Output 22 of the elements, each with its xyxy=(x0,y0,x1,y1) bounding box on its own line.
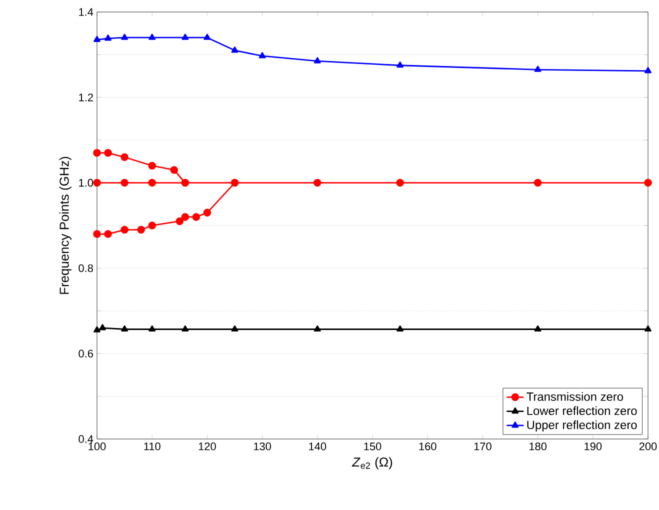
legend-label: Lower reflection zero xyxy=(527,406,637,416)
x-tick-label: 150 xyxy=(364,442,382,450)
x-tick-label: 190 xyxy=(584,442,602,450)
y-tick-label: 0.4 xyxy=(78,435,94,443)
y-tick-label: 1.4 xyxy=(79,8,94,16)
legend-label: Upper reflection zero xyxy=(527,420,637,432)
y-tick-label: 0.8 xyxy=(78,264,93,272)
legend-label: Transmission zero xyxy=(526,392,624,401)
x-tick-label: 170 xyxy=(474,442,492,450)
y-tick-label: 1.2 xyxy=(79,94,93,102)
x-axis-title: Z$_{e2}$ (Ω) xyxy=(352,457,392,470)
x-tick-label: 140 xyxy=(309,442,326,450)
x-tick-label: 130 xyxy=(254,442,272,450)
x-tick-label: 110 xyxy=(144,442,160,450)
x-tick-label: 160 xyxy=(419,442,436,450)
y-tick-label: 0.6 xyxy=(78,350,93,358)
y-tick-label: 1.0 xyxy=(79,178,94,187)
x-tick-label: 120 xyxy=(198,442,216,450)
x-tick-label: 180 xyxy=(529,442,547,450)
x-tick-label: 100 xyxy=(88,442,106,450)
x-tick-label: 200 xyxy=(639,442,657,450)
y-axis-title: Frequency Points (GHz) xyxy=(59,156,72,294)
